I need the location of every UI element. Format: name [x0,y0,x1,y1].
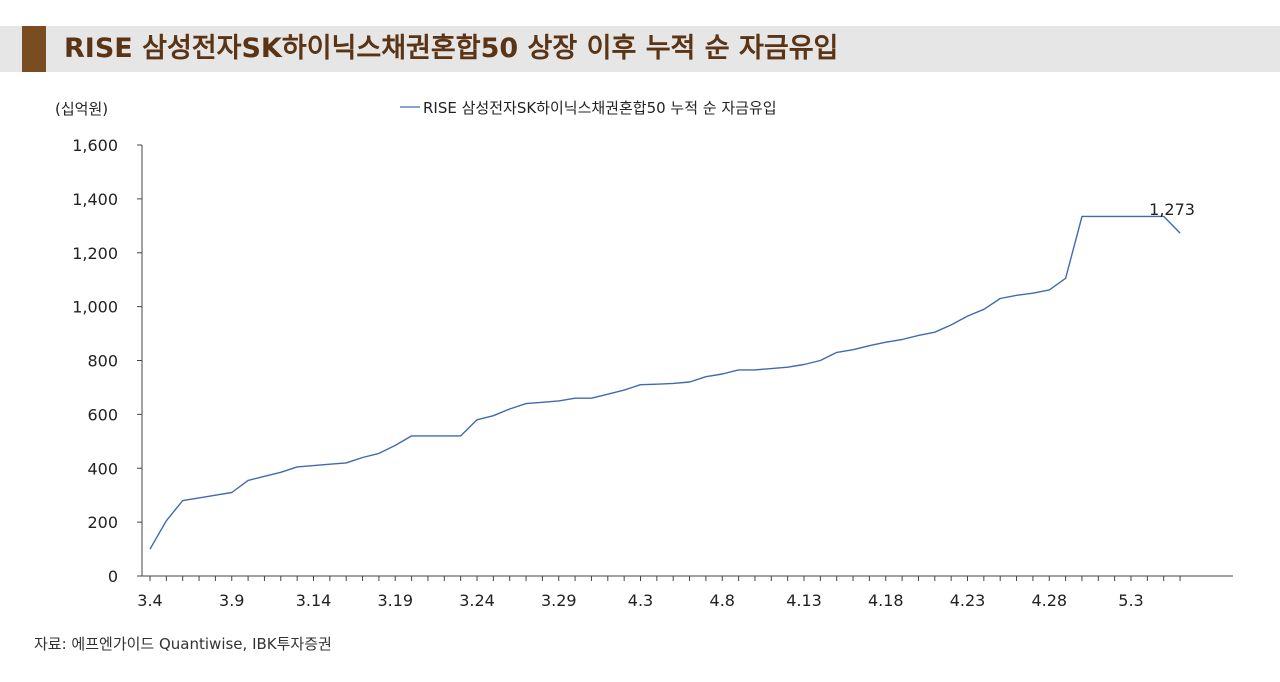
data-point [345,462,347,464]
data-point [149,548,151,550]
x-tick-label: 4.28 [1031,591,1067,610]
y-tick-label: 600 [87,405,118,424]
data-point [476,419,478,421]
x-tick-label: 3.14 [296,591,332,610]
title-accent-block [22,26,46,72]
y-tick-label: 0 [108,567,118,586]
data-point [1179,232,1181,234]
data-point [623,389,625,391]
y-tick-label: 1,400 [72,190,118,209]
y-tick-label: 800 [87,352,118,371]
data-point [280,471,282,473]
data-point [214,494,216,496]
data-point [1064,277,1066,279]
data-point [312,464,314,466]
data-point [590,397,592,399]
data-point [999,297,1001,299]
data-point [509,408,511,410]
x-tick-label: 3.29 [541,591,577,610]
data-point [247,479,249,481]
data-point [786,366,788,368]
x-tick-label: 4.13 [786,591,822,610]
x-tick-label: 5.3 [1118,591,1143,610]
series-line [149,215,1181,550]
data-point [639,384,641,386]
data-point [966,315,968,317]
data-point [361,456,363,458]
data-point [868,344,870,346]
data-point [852,349,854,351]
data-point [558,400,560,402]
y-tick-label: 200 [87,513,118,532]
x-tick-label: 3.24 [459,591,495,610]
data-point [394,444,396,446]
data-point [443,435,445,437]
source-note: 자료: 에프엔가이드 Quantiwise, IBK투자증권 [34,635,332,653]
data-point [525,402,527,404]
data-point [1032,292,1034,294]
x-tick-label: 4.8 [710,591,735,610]
x-tick-label: 3.4 [137,591,162,610]
data-point [182,499,184,501]
data-point [198,497,200,499]
x-tick-label: 4.23 [950,591,986,610]
data-point [1048,289,1050,291]
data-point [819,359,821,361]
data-point [983,308,985,310]
data-point [688,381,690,383]
data-point [754,369,756,371]
x-tick-label: 4.3 [628,591,653,610]
data-point [492,415,494,417]
y-tick-label: 1,200 [72,244,118,263]
title-bar: RISE 삼성전자SK하이닉스채권혼합50 상장 이후 누적 순 자금유입 [0,26,1280,72]
data-point [574,397,576,399]
data-point [459,435,461,437]
x-tick-label: 3.19 [377,591,413,610]
page-title: RISE 삼성전자SK하이닉스채권혼합50 상장 이후 누적 순 자금유입 [64,33,839,64]
data-point [1130,215,1132,217]
data-point [770,367,772,369]
data-point [1015,294,1017,296]
data-point [231,491,233,493]
x-tick-label: 4.18 [868,591,904,610]
data-point [836,351,838,353]
y-tick-label: 1,600 [72,136,118,155]
data-point [329,463,331,465]
data-point [427,435,429,437]
data-point [165,520,167,522]
line-chart: (십억원) RISE 삼성전자SK하이닉스채권혼합50 누적 순 자금유입 0 200… [55,99,1233,610]
data-point [378,452,380,454]
data-point [410,435,412,437]
data-point [1097,215,1099,217]
end-value-label: 1,273 [1149,200,1195,219]
data-point [1113,215,1115,217]
x-tick-label: 3.9 [219,591,244,610]
data-point [1081,215,1083,217]
data-point [950,324,952,326]
data-point [672,382,674,384]
data-point [901,338,903,340]
data-point [917,334,919,336]
data-point [296,466,298,468]
data-point [737,369,739,371]
data-point [607,393,609,395]
data-point [721,373,723,375]
y-axis-unit-label: (십억원) [55,100,108,118]
data-point [656,383,658,385]
data-point [263,475,265,477]
data-point [541,401,543,403]
data-point [885,341,887,343]
data-point [803,363,805,365]
data-point [705,375,707,377]
y-tick-label: 1,000 [72,298,118,317]
legend-label: RISE 삼성전자SK하이닉스채권혼합50 누적 순 자금유입 [423,99,777,117]
data-point [934,331,936,333]
y-tick-label: 400 [87,459,118,478]
